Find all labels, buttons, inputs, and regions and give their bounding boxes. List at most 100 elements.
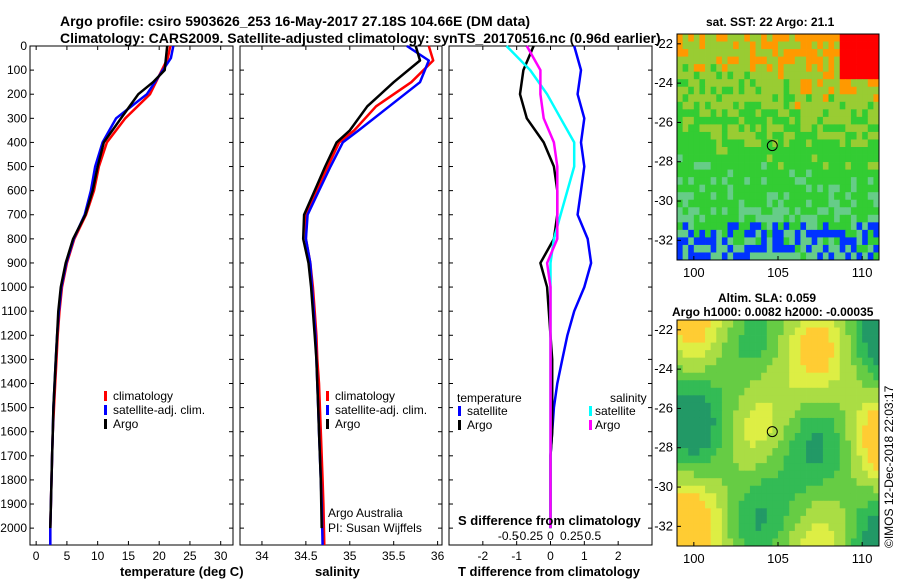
map-cell xyxy=(850,342,857,351)
map-cell xyxy=(733,86,740,95)
map-cell xyxy=(811,244,818,253)
map-cell xyxy=(721,169,728,178)
depth-tick-label: 1800 xyxy=(0,473,27,487)
map-cell xyxy=(682,515,689,524)
map-cell xyxy=(749,101,756,110)
map-cell xyxy=(850,380,857,389)
map-cell xyxy=(834,94,841,103)
map-cell xyxy=(688,222,695,231)
map-cell xyxy=(766,372,773,381)
map-cell xyxy=(794,530,801,539)
map-cell xyxy=(677,440,684,449)
map-cell xyxy=(727,523,734,532)
map-cell xyxy=(817,530,824,539)
map-cell xyxy=(873,94,880,103)
map-cell xyxy=(727,485,734,494)
map-cell xyxy=(789,478,796,487)
map-cell xyxy=(811,335,818,343)
map-cell xyxy=(749,214,756,223)
map-cell xyxy=(727,244,734,253)
map-cell xyxy=(721,71,728,80)
map-cell xyxy=(873,169,880,178)
map-cell xyxy=(867,320,874,328)
map-cell xyxy=(693,192,700,201)
map-x-tick-label: 110 xyxy=(852,551,873,566)
map-cell xyxy=(749,222,756,231)
map-cell xyxy=(721,237,728,246)
map-cell xyxy=(822,199,829,208)
map-cell xyxy=(806,252,813,261)
map-cell xyxy=(710,508,717,517)
map-cell xyxy=(800,79,807,88)
series-line-satellite-adj-clim- xyxy=(304,44,431,546)
map-cell xyxy=(806,244,813,253)
map-cell xyxy=(733,162,740,170)
map-cell xyxy=(699,109,706,118)
map-cell xyxy=(710,184,717,193)
map-cell xyxy=(867,229,874,238)
map-cell xyxy=(806,320,813,328)
map-cell xyxy=(693,455,700,464)
map-cell xyxy=(738,357,745,366)
map-cell xyxy=(705,124,712,133)
map-cell xyxy=(834,169,841,178)
map-cell xyxy=(800,380,807,389)
map-cell xyxy=(834,184,841,193)
map-cell xyxy=(850,365,857,374)
map-cell xyxy=(705,139,712,148)
map-cell xyxy=(727,199,734,208)
map-cell xyxy=(794,478,801,487)
map-cell xyxy=(710,147,717,155)
map-cell xyxy=(699,372,706,381)
map-cell xyxy=(749,538,756,547)
map-cell xyxy=(806,530,813,539)
map-cell xyxy=(783,320,790,328)
map-cell xyxy=(755,139,762,148)
map-cell xyxy=(755,56,762,65)
map-cell xyxy=(839,222,846,231)
map-cell xyxy=(755,64,762,73)
map-cell xyxy=(705,162,712,170)
map-cell xyxy=(822,252,829,261)
map-cell xyxy=(705,184,712,193)
map-cell xyxy=(783,229,790,238)
map-cell xyxy=(839,207,846,216)
map-cell xyxy=(755,470,762,479)
map-cell xyxy=(856,350,863,359)
map-cell xyxy=(721,380,728,389)
map-cell xyxy=(789,387,796,396)
map-cell xyxy=(688,71,695,80)
map-cell xyxy=(727,372,734,381)
map-cell xyxy=(850,327,857,336)
map-cell xyxy=(688,485,695,494)
map-cell xyxy=(682,169,689,178)
map-cell xyxy=(800,395,807,404)
map-cell xyxy=(705,199,712,208)
map-cell xyxy=(677,252,684,261)
map-cell xyxy=(772,448,779,456)
map-cell xyxy=(688,433,695,441)
map-cell xyxy=(794,131,801,140)
map-cell xyxy=(828,417,835,426)
map-cell xyxy=(749,493,756,502)
map-cell xyxy=(738,508,745,517)
map-cell xyxy=(817,410,824,419)
map-cell xyxy=(749,184,756,193)
map-cell xyxy=(839,71,846,80)
map-cell xyxy=(850,34,857,42)
map-cell xyxy=(845,184,852,193)
map-cell xyxy=(822,116,829,125)
map-cell xyxy=(733,177,740,186)
map-cell xyxy=(744,199,751,208)
map-cell xyxy=(800,478,807,487)
map-cell xyxy=(710,463,717,472)
map-cell xyxy=(873,395,880,404)
map-cell xyxy=(850,139,857,148)
depth-tick-label: 1900 xyxy=(0,497,27,511)
map-cell xyxy=(828,515,835,524)
map-cell xyxy=(856,485,863,494)
map-cell xyxy=(766,417,773,426)
map-cell xyxy=(806,440,813,449)
map-cell xyxy=(811,214,818,223)
map-cell xyxy=(839,229,846,238)
